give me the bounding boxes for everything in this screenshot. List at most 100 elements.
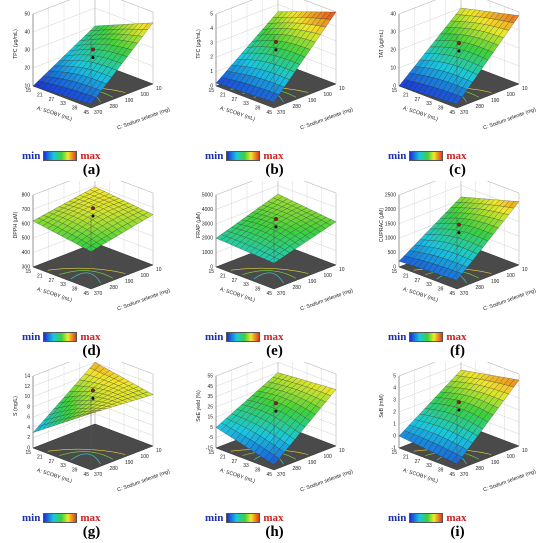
y-tick-label: 21 (220, 454, 226, 460)
x-tick-label: 280 (476, 104, 485, 110)
legend-min-label: min (22, 150, 41, 162)
panel-label: (f) (450, 343, 465, 359)
chart-panel-c: 0 10 20 30 40 TAT (μg/mL) 10 100 190 280 370 C: Sod… (366, 0, 549, 181)
color-legend: min max (22, 150, 101, 162)
x-tick-label: 370 (460, 472, 469, 478)
y-tick-label: 27 (415, 97, 421, 103)
legend-max-label: max (446, 512, 467, 524)
x-tick-label: 190 (308, 279, 317, 285)
z-tick-label: 1000 (385, 236, 396, 242)
y-tick-label: 39 (438, 468, 444, 474)
surface-plot-a: 10 20 30 40 50 TPC (μg/mL) 10 100 190 280 370 C: So… (13, 0, 171, 131)
y-tick-label: 27 (232, 97, 238, 103)
legend-max-label: max (446, 150, 467, 162)
x-tick-label: 370 (460, 110, 469, 116)
z-tick-label: 3 (210, 40, 213, 46)
z-axis-title: SeE yield (%) (196, 390, 202, 422)
z-tick-label: 4000 (202, 207, 213, 213)
x-tick-label: 10 (522, 267, 528, 273)
z-tick-label: 45 (207, 384, 213, 390)
panel-label: (c) (449, 162, 466, 178)
z-tick-label: 500 (388, 250, 397, 256)
x-axis-title: C: Sodium selenite (mg) (116, 288, 171, 313)
z-tick-label: 40 (390, 12, 396, 18)
panel-label: (b) (265, 162, 284, 178)
z-axis: 0 2 4 6 8 10 12 14 S (mg/L) (13, 374, 92, 470)
legend-min-label: min (22, 331, 41, 343)
y-tick-label: 45 (266, 291, 272, 297)
x-tick-label: 10 (339, 448, 345, 454)
y-tick-label: 15 (391, 269, 397, 275)
z-tick-label: 10 (390, 66, 396, 72)
x-tick-label: 190 (491, 98, 500, 104)
x-tick-label: 280 (110, 285, 119, 291)
z-tick-label: 600 (22, 221, 31, 227)
z-tick-label: 1 (393, 422, 396, 428)
x-tick-label: 190 (125, 98, 134, 104)
color-legend: min max (205, 512, 284, 524)
legend-min-label: min (388, 150, 407, 162)
z-tick-label: 2 (27, 435, 30, 441)
y-axis-title: A: SCOBY (mL) (219, 468, 256, 485)
y-tick-label: 27 (232, 278, 238, 284)
y-axis-title: A: SCOBY (mL) (402, 468, 439, 485)
design-point-marker (91, 55, 95, 59)
panel-label: (i) (450, 524, 465, 540)
y-tick-label: 45 (449, 110, 455, 116)
x-tick-label: 10 (339, 86, 345, 92)
x-tick-label: 100 (324, 273, 333, 279)
panel-label: (h) (265, 524, 284, 540)
y-axis-title: A: SCOBY (mL) (36, 468, 73, 485)
response-surface (398, 7, 520, 105)
x-tick-label: 370 (277, 291, 286, 297)
z-axis: 10 20 30 40 50 TPC (μg/mL) (13, 12, 92, 108)
z-tick-label: 700 (22, 207, 31, 213)
z-tick-label: 0 (210, 84, 213, 90)
x-axis-title: C: Sodium selenite (mg) (299, 288, 354, 313)
legend-color-bar (409, 332, 444, 342)
panel-label: (a) (82, 162, 101, 178)
x-axis-title: C: Sodium selenite (mg) (299, 107, 354, 132)
y-tick-label: 21 (37, 454, 43, 460)
z-tick-label: 50 (24, 12, 30, 18)
chart-panel-b: 0 1 2 3 4 5 TFC (μg/mL) 10 100 190 280 370 C: Sodium… (183, 0, 366, 181)
design-point-marker (273, 216, 278, 221)
z-tick-label: 14 (24, 374, 30, 380)
z-tick-label: 5 (210, 12, 213, 18)
x-tick-label: 100 (141, 92, 150, 98)
color-legend: min max (205, 331, 284, 343)
z-tick-label: 2000 (385, 207, 396, 213)
z-tick-label: 5 (393, 374, 396, 380)
y-tick-label: 21 (37, 92, 43, 98)
x-tick-label: 370 (94, 291, 103, 297)
z-tick-label: 6 (27, 415, 30, 421)
color-legend: min max (22, 512, 101, 524)
x-tick-label: 370 (277, 472, 286, 478)
surface-plot-g: 0 2 4 6 8 10 12 14 S (mg/L) 10 100 190 280 370 C: Sodi… (13, 362, 171, 493)
z-tick-label: 0 (210, 265, 213, 271)
z-tick-label: 30 (24, 48, 30, 54)
y-tick-label: 27 (49, 459, 55, 465)
x-tick-label: 190 (491, 279, 500, 285)
z-axis-title: S (mg/L) (13, 396, 19, 416)
y-tick-label: 45 (449, 291, 455, 297)
z-tick-label: 0 (393, 265, 396, 271)
z-tick-label: 0 (393, 84, 396, 90)
design-point-marker (457, 231, 461, 235)
z-axis-title: CUPRAC (μM) (379, 208, 385, 242)
y-tick-label: 39 (438, 106, 444, 112)
z-tick-label: 4 (393, 386, 396, 392)
x-tick-label: 10 (156, 86, 162, 92)
y-tick-label: 45 (83, 110, 89, 116)
z-tick-label: 2500 (385, 193, 396, 199)
color-legend: min max (388, 150, 467, 162)
y-tick-label: 21 (37, 273, 43, 279)
response-surface (398, 196, 520, 281)
x-tick-label: 190 (125, 460, 134, 466)
design-point-marker (90, 206, 95, 211)
legend-color-bar (409, 513, 444, 523)
y-tick-label: 27 (415, 278, 421, 284)
legend-max-label: max (446, 331, 467, 343)
